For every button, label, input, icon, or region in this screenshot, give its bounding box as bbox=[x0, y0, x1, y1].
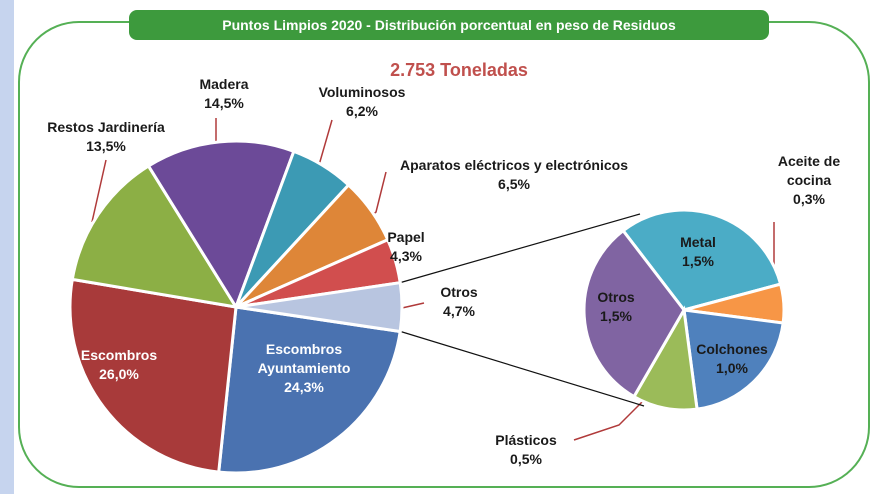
slice-label: Plásticos 0,5% bbox=[495, 431, 556, 469]
slice-label: Metal 1,5% bbox=[680, 233, 716, 271]
pie-slice bbox=[70, 163, 240, 310]
label-value: 6,5% bbox=[498, 176, 530, 192]
label-name: Aparatos eléctricos y electrónicos bbox=[400, 157, 628, 173]
page: Puntos Limpios 2020 - Distribución porce… bbox=[14, 0, 877, 494]
pie-slice bbox=[217, 305, 402, 475]
label-value: 0,5% bbox=[510, 451, 542, 467]
slice-label: Otros 4,7% bbox=[440, 283, 477, 321]
pie-slice bbox=[68, 277, 238, 474]
slice-label: Escombros 26,0% bbox=[81, 346, 157, 384]
label-value: 1,5% bbox=[600, 308, 632, 324]
label-name: Plásticos bbox=[495, 432, 557, 448]
pie-slice bbox=[682, 308, 785, 411]
label-name: Aceite de cocina bbox=[777, 153, 841, 188]
label-value: 6,2% bbox=[346, 103, 378, 119]
chart bbox=[18, 21, 870, 488]
connector bbox=[398, 330, 645, 407]
slice-label: Aceite de cocina 0,3% bbox=[764, 152, 854, 209]
slice-label: Madera 14,5% bbox=[199, 75, 248, 113]
slice-label: Otros 1,5% bbox=[597, 288, 634, 326]
label-name: Papel bbox=[387, 229, 425, 245]
slice-label: Papel 4,3% bbox=[387, 228, 424, 266]
label-name: Voluminosos bbox=[318, 84, 406, 100]
slice-label: Escombros Ayuntamiento 24,3% bbox=[234, 340, 374, 397]
label-name: Madera bbox=[199, 76, 249, 92]
leader-line bbox=[91, 159, 107, 223]
label-name: Restos Jardinería bbox=[47, 119, 165, 135]
label-value: 4,7% bbox=[443, 303, 475, 319]
leader-line bbox=[401, 302, 425, 309]
label-value: 4,3% bbox=[390, 248, 422, 264]
slice-label: Restos Jardinería 13,5% bbox=[21, 118, 191, 156]
slice-label: Voluminosos 6,2% bbox=[319, 83, 406, 121]
label-value: 26,0% bbox=[99, 366, 139, 382]
label-value: 24,3% bbox=[284, 379, 324, 395]
label-name: Escombros bbox=[80, 347, 158, 363]
label-value: 14,5% bbox=[204, 95, 244, 111]
label-name: Otros bbox=[440, 284, 478, 300]
pie-slice bbox=[582, 228, 686, 399]
label-name: Colchones bbox=[696, 341, 768, 357]
label-name: Metal bbox=[680, 234, 716, 250]
label-name: Escombros Ayuntamiento bbox=[257, 341, 351, 376]
chart-subtitle: 2.753 Toneladas bbox=[390, 60, 528, 80]
pie-slice bbox=[146, 139, 296, 311]
label-value: 13,5% bbox=[86, 138, 126, 154]
pie-slice bbox=[621, 208, 783, 312]
label-value: 1,0% bbox=[716, 360, 748, 376]
chart-title: Puntos Limpios 2020 - Distribución porce… bbox=[129, 10, 769, 40]
slice-label: Aparatos eléctricos y electrónicos 6,5% bbox=[364, 156, 664, 194]
label-value: 0,3% bbox=[793, 191, 825, 207]
label-name: Otros bbox=[597, 289, 635, 305]
label-value: 1,5% bbox=[682, 253, 714, 269]
connectors bbox=[398, 213, 645, 407]
leader-line bbox=[573, 399, 645, 441]
connector bbox=[398, 213, 641, 284]
pie-slice bbox=[235, 280, 404, 334]
slice-label: Colchones 1,0% bbox=[696, 340, 768, 378]
